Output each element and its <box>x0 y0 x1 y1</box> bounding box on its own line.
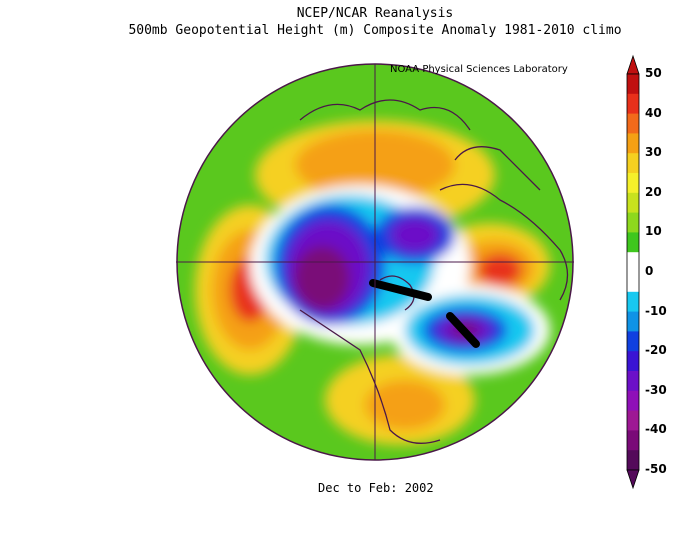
colorbar-swatch <box>627 173 639 194</box>
chart-title-line2: 500mb Geopotential Height (m) Composite … <box>128 23 622 38</box>
colorbar-tick-label: -10 <box>645 303 667 318</box>
colorbar-swatch <box>627 390 639 412</box>
colorbar-swatch <box>627 291 639 313</box>
colorbar-tick-label: 0 <box>645 264 654 278</box>
colorbar-swatch <box>627 153 639 174</box>
period-label: Dec to Feb: 2002 <box>318 481 434 495</box>
field-low-top-violet <box>390 217 440 253</box>
colorbar-bottom-arrow <box>626 469 640 490</box>
colorbar-swatch <box>627 351 639 372</box>
coast-eurasia <box>439 183 569 301</box>
colorbar-swatch <box>627 311 639 332</box>
colorbar-swatch <box>627 74 639 95</box>
colorbar-swatch <box>627 252 639 273</box>
colorbar-tick-label: 50 <box>645 66 662 80</box>
colorbar-swatch <box>627 272 639 293</box>
coast-greenland <box>379 275 415 311</box>
trough-line-2 <box>446 312 480 348</box>
colorbar-tick-label: 10 <box>645 224 662 239</box>
colorbar-swatch <box>627 113 639 134</box>
map-frame-circle <box>176 63 574 461</box>
colorbar-tick-label: 30 <box>645 145 662 160</box>
colorbar-tick-label: -50 <box>645 462 667 476</box>
colorbar-top-arrow <box>626 54 640 75</box>
colorbar-tick-label: -20 <box>645 343 667 358</box>
colorbar-swatch <box>627 430 639 451</box>
colorbar-swatch <box>627 192 639 214</box>
colorbar-swatch <box>627 371 639 392</box>
coast-america <box>299 309 441 444</box>
colorbar-tick-label: -30 <box>645 382 667 397</box>
colorbar-swatch <box>627 133 639 154</box>
trough-line-1 <box>369 279 432 301</box>
field-low-left-purple <box>294 246 350 310</box>
colorbar-tick-label: 20 <box>645 184 662 199</box>
colorbar-swatch <box>627 93 639 115</box>
chart-title-line1: NCEP/NCAR Reanalysis <box>296 6 454 21</box>
field-east-red <box>478 254 522 286</box>
colorbar <box>626 54 640 490</box>
colorbar-tick-label: 40 <box>645 105 662 120</box>
credit-label: NOAA Physical Sciences Laboratory <box>390 64 568 75</box>
colorbar-swatch <box>627 410 639 431</box>
colorbar-tick-label: -40 <box>645 422 667 437</box>
coastlines <box>299 99 569 444</box>
colorbar-swatch <box>627 212 639 233</box>
coast-scandinavia <box>454 146 541 191</box>
field-south-orange <box>365 380 445 430</box>
colorbar-swatch <box>627 232 639 253</box>
colorbar-swatch <box>627 450 639 471</box>
coast-north <box>299 99 471 131</box>
colorbar-swatch <box>627 331 639 352</box>
